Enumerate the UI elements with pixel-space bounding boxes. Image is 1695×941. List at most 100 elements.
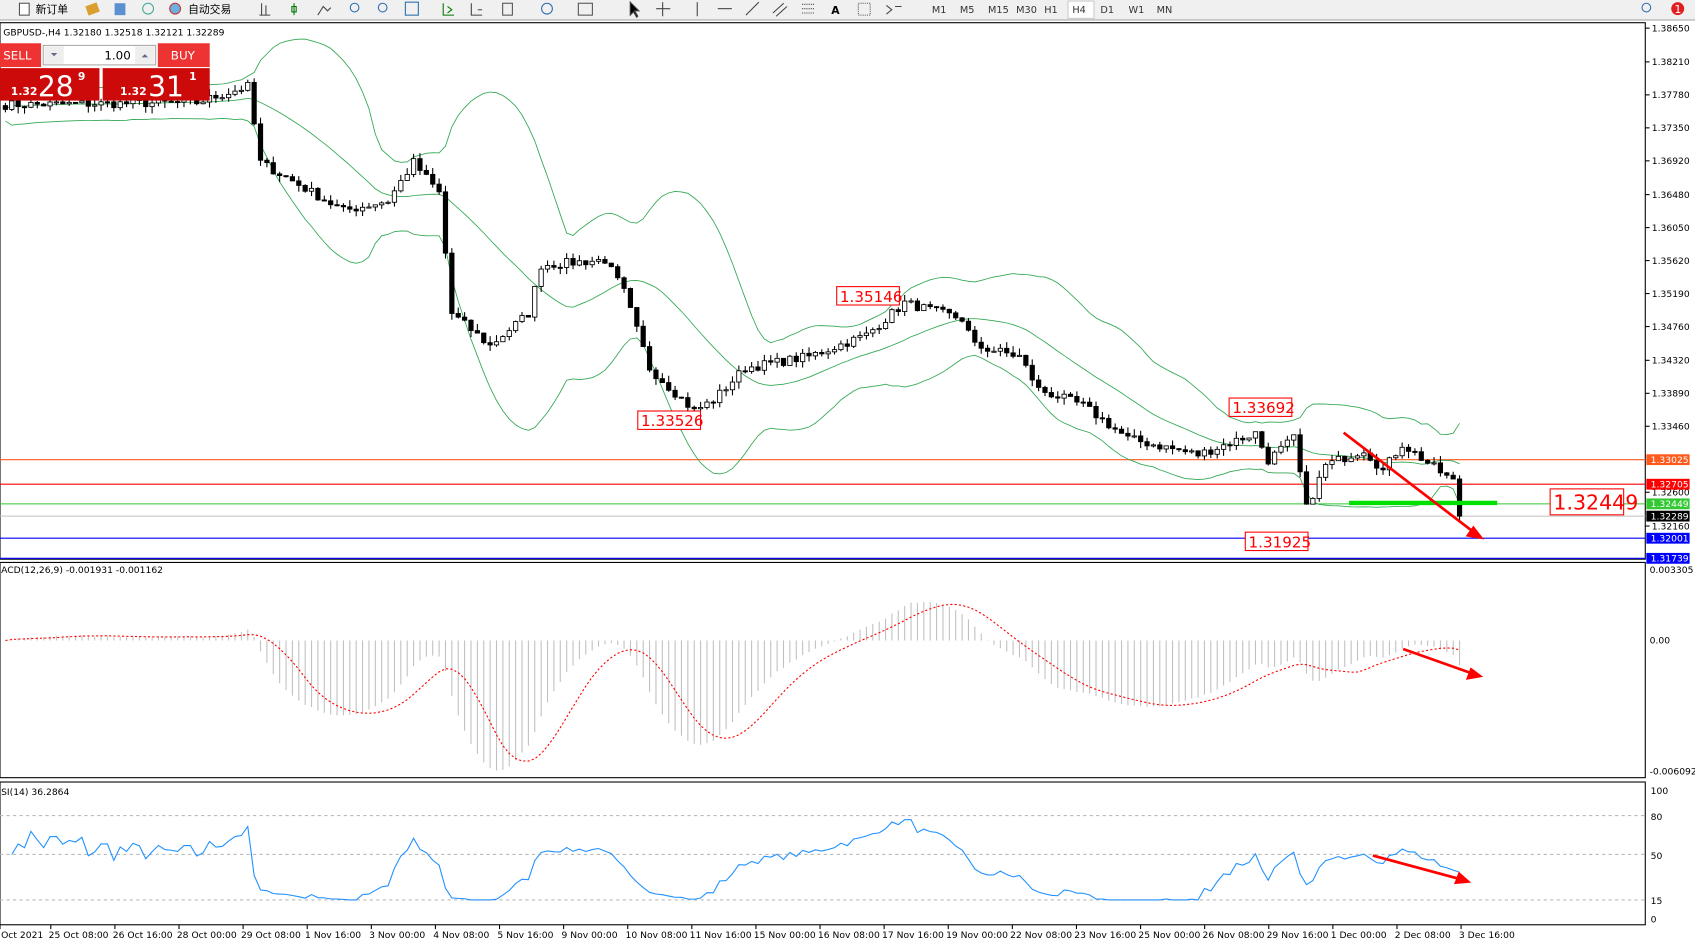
candle[interactable] (481, 332, 487, 344)
candle[interactable] (1252, 431, 1259, 439)
candle[interactable] (1144, 441, 1150, 447)
candle[interactable] (1016, 354, 1023, 357)
signals-icon[interactable] (142, 2, 155, 15)
candle[interactable] (838, 343, 844, 351)
candle[interactable] (1361, 452, 1367, 457)
candle[interactable] (251, 81, 257, 125)
candle[interactable] (666, 382, 672, 391)
low-label[interactable]: 1.31925 (1249, 533, 1312, 551)
candle[interactable] (615, 266, 621, 279)
main-chart-pane[interactable] (0, 22, 1646, 560)
candle[interactable] (691, 406, 697, 410)
candle[interactable] (589, 260, 595, 266)
candle[interactable] (1150, 444, 1157, 447)
candle[interactable] (257, 123, 264, 161)
candle[interactable] (1310, 497, 1316, 505)
candle[interactable] (1182, 449, 1188, 453)
candle[interactable] (391, 190, 398, 203)
alerts-badge[interactable]: 1 (1671, 2, 1685, 16)
candle[interactable] (1093, 406, 1099, 419)
arrows-icon[interactable] (886, 4, 902, 15)
candle[interactable] (831, 349, 838, 353)
candle[interactable] (506, 330, 512, 337)
candle[interactable] (889, 309, 895, 323)
candle[interactable] (640, 325, 646, 348)
arrow-main[interactable] (1342, 431, 1474, 533)
candle[interactable] (1157, 444, 1163, 450)
candle[interactable] (544, 265, 551, 270)
candle[interactable] (1233, 437, 1239, 446)
candle[interactable] (1131, 435, 1137, 438)
candle[interactable] (404, 173, 410, 181)
candle[interactable] (519, 314, 525, 322)
candle[interactable] (1061, 393, 1067, 399)
candle[interactable] (532, 285, 538, 318)
candle[interactable] (723, 389, 729, 392)
candle[interactable] (972, 329, 978, 343)
candle[interactable] (372, 204, 378, 208)
candle[interactable] (1240, 437, 1246, 441)
candle[interactable] (978, 341, 984, 349)
candle[interactable] (1227, 444, 1233, 447)
candle[interactable] (455, 313, 461, 318)
candle[interactable] (1010, 352, 1016, 357)
high-label[interactable]: 1.35146 (840, 288, 903, 306)
candle[interactable] (334, 204, 340, 207)
candle[interactable] (780, 357, 787, 366)
candle[interactable] (430, 173, 436, 185)
candle[interactable] (787, 355, 793, 366)
candle[interactable] (1380, 467, 1386, 471)
candle[interactable] (34, 101, 40, 105)
candle[interactable] (328, 200, 334, 206)
candle[interactable] (1214, 448, 1220, 455)
trendline-icon[interactable] (745, 1, 760, 16)
candle[interactable] (85, 100, 91, 107)
candle[interactable] (1004, 347, 1010, 354)
periods-icon[interactable] (541, 2, 553, 15)
zoom-out-icon[interactable] (377, 2, 388, 13)
candle[interactable] (940, 306, 946, 310)
arrow-rsi[interactable] (1372, 854, 1458, 880)
candle[interactable] (487, 342, 493, 346)
channel-icon[interactable] (772, 2, 788, 17)
candle[interactable] (736, 370, 742, 383)
candle[interactable] (1042, 386, 1048, 393)
candle[interactable] (697, 407, 704, 410)
candle[interactable] (359, 206, 366, 212)
candle[interactable] (729, 381, 736, 391)
candle[interactable] (277, 173, 283, 177)
volume-input[interactable]: 1.00 (104, 48, 130, 62)
crosshair-icon[interactable] (656, 2, 671, 17)
candle[interactable] (1297, 434, 1303, 473)
candle[interactable] (812, 352, 818, 357)
candle[interactable] (264, 159, 270, 164)
candle[interactable] (1393, 455, 1399, 459)
candle[interactable] (570, 258, 576, 266)
candle[interactable] (72, 101, 79, 104)
buy-price[interactable] (102, 68, 210, 101)
candle[interactable] (1374, 459, 1380, 469)
candle[interactable] (1456, 478, 1463, 517)
candle[interactable] (882, 322, 889, 329)
auto-trading-button[interactable]: 自动交易 (169, 2, 232, 16)
candle[interactable] (1284, 439, 1290, 447)
sell-price[interactable] (0, 68, 100, 101)
chart-shift-icon[interactable] (470, 3, 483, 16)
candle[interactable] (908, 300, 914, 303)
candle[interactable] (2, 105, 8, 110)
candle[interactable] (1329, 460, 1335, 465)
candle[interactable] (627, 288, 634, 308)
candle[interactable] (436, 183, 442, 193)
candle[interactable] (1278, 445, 1284, 453)
candle[interactable] (914, 300, 921, 312)
candle[interactable] (704, 401, 710, 408)
candle[interactable] (1291, 434, 1297, 441)
candle[interactable] (340, 205, 347, 208)
candle[interactable] (500, 336, 506, 343)
candle[interactable] (1055, 396, 1061, 399)
candle[interactable] (921, 304, 927, 312)
candle[interactable] (238, 89, 244, 92)
line-chart-icon[interactable] (317, 5, 332, 16)
market-watch-icon[interactable] (85, 2, 100, 16)
candle[interactable] (672, 389, 678, 398)
